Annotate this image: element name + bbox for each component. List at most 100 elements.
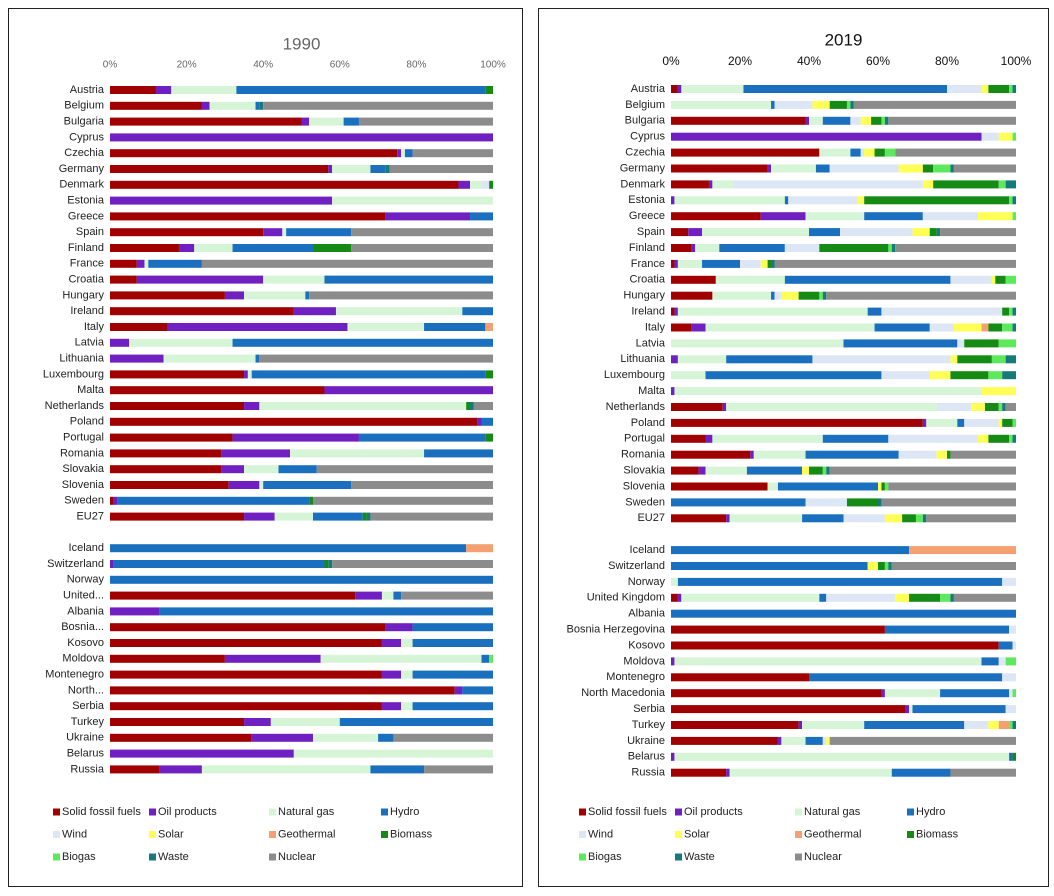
category-label: Ireland (631, 306, 665, 318)
bar-segment (401, 702, 413, 711)
bar-segment (784, 275, 951, 284)
bar-segment (110, 338, 130, 347)
bar-segment (201, 765, 371, 774)
bar-segment (671, 132, 982, 141)
bar-segment (671, 85, 678, 93)
bar-segment (971, 403, 985, 411)
bar-segment (113, 560, 325, 568)
category-label: Belgium (625, 99, 665, 111)
category-label: Luxembourg (43, 368, 104, 380)
bar-segment (888, 434, 979, 443)
bar-segment (110, 718, 245, 726)
bar-segment (358, 433, 486, 442)
bar-segment (381, 591, 394, 600)
category-label: Hungary (62, 289, 104, 301)
bar-segment (677, 85, 682, 93)
bar-segment (462, 686, 493, 695)
legend-swatch (579, 853, 586, 861)
bar-segment (110, 291, 225, 300)
category-label: North Macedonia (581, 687, 666, 699)
bar-segment (767, 164, 772, 173)
bar-segment (201, 259, 494, 268)
bar-segment (110, 101, 202, 110)
bar-segment (110, 496, 114, 505)
bar-segment (671, 244, 692, 252)
bar-segment (729, 768, 892, 777)
bar-segment (671, 164, 768, 173)
bar-segment (781, 736, 806, 745)
bar-segment (274, 512, 313, 521)
bar-segment (822, 116, 851, 125)
category-label: Finland (68, 242, 104, 254)
bar-segment (998, 132, 1013, 141)
category-label: Romania (621, 449, 666, 461)
bar-segment (110, 607, 160, 616)
bar-segment (702, 259, 740, 268)
bar-segment (922, 418, 927, 427)
category-label: Italy (645, 321, 666, 333)
bar-segment (110, 212, 386, 221)
bar-segment (324, 275, 493, 284)
bar-segment (829, 164, 899, 173)
bar-segment (1005, 180, 1016, 189)
bar-segment (1012, 323, 1016, 332)
bar-segment (881, 307, 1003, 316)
bar-segment (117, 496, 310, 505)
bar-segment (809, 228, 841, 237)
bar-segment (888, 116, 1016, 125)
bar-segment (110, 670, 382, 679)
category-label: Bosnia... (61, 621, 104, 633)
bar-segment (263, 481, 352, 489)
bar-segment (805, 498, 847, 507)
category-label: Sweden (64, 495, 104, 507)
bar-segment (950, 593, 954, 602)
category-label: Lithuania (620, 353, 666, 365)
bar-segment (998, 418, 1003, 427)
bar-segment (110, 686, 455, 695)
category-label: France (631, 258, 665, 270)
bar-segment (110, 323, 168, 331)
bar-segment (677, 307, 868, 316)
bar-segment (784, 196, 789, 205)
category-label: United... (63, 590, 104, 602)
bar-segment (884, 689, 941, 698)
bar-segment (798, 721, 803, 729)
bar-segment (774, 291, 782, 300)
bar-segment (674, 657, 982, 666)
bar-segment (822, 736, 827, 745)
bar-segment (263, 101, 493, 110)
category-label: Russia (70, 763, 105, 775)
category-label: Belgium (64, 100, 104, 112)
bar-segment (895, 244, 1016, 252)
bar-segment (1012, 752, 1016, 761)
bar-segment (981, 657, 999, 666)
bar-segment (671, 482, 768, 491)
x-tick-label: 60% (330, 60, 350, 71)
bar-segment (671, 180, 709, 189)
bar-segment (802, 721, 865, 729)
bar-segment (950, 275, 992, 284)
bar-segment (247, 370, 252, 379)
bar-segment (381, 702, 402, 711)
bar-segment (940, 689, 1010, 698)
bar-segment (940, 228, 1016, 237)
bar-segment (888, 562, 892, 570)
x-tick-label: 40% (797, 54, 821, 68)
bar-segment (988, 434, 1010, 443)
legend-label: Biogas (62, 851, 96, 863)
bar-segment (947, 450, 951, 459)
bar-segment (110, 575, 493, 584)
bar-segment (312, 512, 363, 521)
bar-segment (812, 100, 830, 109)
bar-segment (671, 196, 675, 205)
bar-segment (671, 625, 885, 634)
bar-segment (1002, 418, 1013, 427)
legend-swatch (381, 831, 388, 838)
bar-segment (1009, 307, 1013, 316)
category-label: Portugal (63, 432, 104, 444)
bar-segment (822, 466, 827, 475)
bar-segment (798, 291, 820, 300)
bar-segment (671, 212, 761, 221)
legend-swatch (53, 831, 60, 838)
